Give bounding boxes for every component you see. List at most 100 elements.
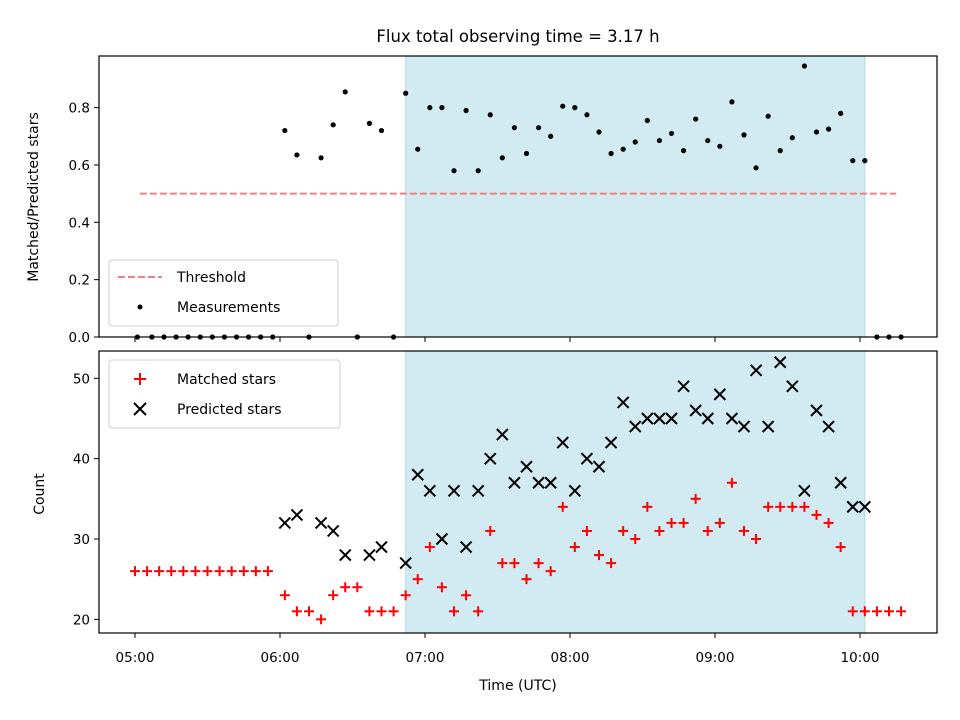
measurement-point <box>560 103 566 109</box>
predicted-star-marker <box>713 388 727 401</box>
predicted-star-marker <box>677 380 690 393</box>
matched-star-marker <box>214 566 225 577</box>
predicted-star-marker <box>616 396 630 409</box>
measurement-point <box>717 143 723 149</box>
measurement-point <box>342 89 348 95</box>
bottom-axes-frame <box>98 350 938 634</box>
matched-star-marker <box>130 566 140 577</box>
predicted-star-marker <box>604 436 618 449</box>
predicted-star-marker <box>447 484 461 498</box>
top-y-tick-label: 0.0 <box>69 330 90 346</box>
x-tick-label: 09:00 <box>696 650 735 666</box>
predicted-star-marker <box>834 476 847 489</box>
bottom-y-tick-label: 20 <box>73 612 90 628</box>
bottom-legend: Matched stars Predicted stars <box>108 359 341 429</box>
measurement-point <box>777 148 783 154</box>
matched-star-marker <box>823 517 834 528</box>
matched-star-marker <box>835 542 846 553</box>
matched-star-marker <box>142 566 153 577</box>
matched-star-marker <box>497 558 508 569</box>
measurement-point <box>439 105 445 111</box>
measurement-point <box>475 168 481 174</box>
legend-measurements-label: Measurements <box>177 300 280 316</box>
measurement-point <box>753 165 759 171</box>
matched-star-marker <box>154 566 165 577</box>
matched-star-marker <box>714 517 725 528</box>
matched-star-marker <box>412 574 423 585</box>
measurement-point <box>632 139 638 145</box>
matched-star-marker <box>178 566 189 577</box>
matched-star-marker <box>461 590 472 601</box>
legend-threshold-label: Threshold <box>176 270 246 286</box>
matched-star-marker <box>896 606 907 617</box>
measurement-point <box>825 126 832 132</box>
top-panel: Flux total observing time = 3.17 h Match… <box>26 27 938 346</box>
predicted-star-marker <box>774 356 787 369</box>
measurement-point <box>608 150 614 157</box>
top-y-tick-label: 0.2 <box>69 273 90 289</box>
matched-star-marker <box>739 525 749 536</box>
legend-predicted-label: Predicted stars <box>177 402 282 418</box>
bottom-legend-frame <box>108 359 341 429</box>
matched-star-marker <box>618 525 629 536</box>
measurement-point <box>729 99 735 105</box>
measurement-point <box>463 107 469 114</box>
measurements-series <box>134 63 904 340</box>
matched-star-marker <box>509 558 520 569</box>
chart-title: Flux total observing time = 3.17 h <box>376 27 659 46</box>
matched-star-marker <box>884 606 894 617</box>
bottom-y-tick-label: 40 <box>73 452 90 468</box>
measurement-point <box>282 127 288 134</box>
measurement-point <box>680 148 687 154</box>
top-observing-window-shade <box>405 55 866 338</box>
matched-star-marker <box>642 501 653 512</box>
measurement-point <box>572 105 578 111</box>
matched-star-marker <box>581 525 592 536</box>
matched-star-marker <box>436 582 447 593</box>
predicted-star-marker <box>326 524 340 538</box>
measurement-point <box>366 120 373 126</box>
matched-star-marker <box>279 590 290 601</box>
matched-star-marker <box>262 566 273 577</box>
predicted-star-marker <box>592 460 606 473</box>
predicted-star-marker <box>846 500 859 514</box>
legend-predicted-swatch <box>133 402 147 416</box>
matched-star-marker <box>190 566 201 577</box>
predicted-star-marker <box>665 412 678 425</box>
measurement-point <box>548 133 554 139</box>
x-tick-label: 10:00 <box>841 650 880 666</box>
top-y-axis-label: Matched/Predicted stars <box>26 112 42 282</box>
predicted-star-marker <box>786 380 799 393</box>
matched-stars-series <box>130 477 907 625</box>
top-y-tick-label: 0.4 <box>69 215 90 231</box>
measurement-point <box>415 146 421 152</box>
matched-star-marker <box>763 501 774 512</box>
predicted-star-marker <box>580 452 594 465</box>
measurement-point <box>427 105 433 111</box>
measurement-point <box>862 158 868 164</box>
measurement-point <box>318 155 324 161</box>
predicted-star-marker <box>701 412 714 425</box>
matched-star-marker <box>654 525 665 536</box>
measurement-point <box>644 117 650 124</box>
measurement-point <box>765 113 771 119</box>
measurement-point <box>850 158 856 164</box>
measurement-point <box>620 146 626 152</box>
predicted-star-marker <box>568 484 582 498</box>
predicted-star-marker <box>411 468 424 481</box>
predicted-star-marker <box>689 404 702 417</box>
predicted-star-marker <box>435 532 449 546</box>
predicted-star-marker <box>725 412 739 425</box>
measurement-point <box>668 130 675 137</box>
legend-matched-swatch <box>134 373 146 385</box>
top-axes: 0.0 0.2 0.4 0.6 0.8 <box>69 55 938 346</box>
matched-star-marker <box>304 606 314 617</box>
measurement-point <box>789 135 795 141</box>
measurement-point <box>487 112 493 118</box>
predicted-star-marker <box>459 540 473 554</box>
matched-star-marker <box>569 542 580 553</box>
predicted-star-marker <box>363 548 376 562</box>
x-tick-label: 08:00 <box>551 650 590 666</box>
bottom-axes: 20 30 40 50 05:00 06:00 07:00 08:00 09:00 10:00 <box>73 350 938 666</box>
